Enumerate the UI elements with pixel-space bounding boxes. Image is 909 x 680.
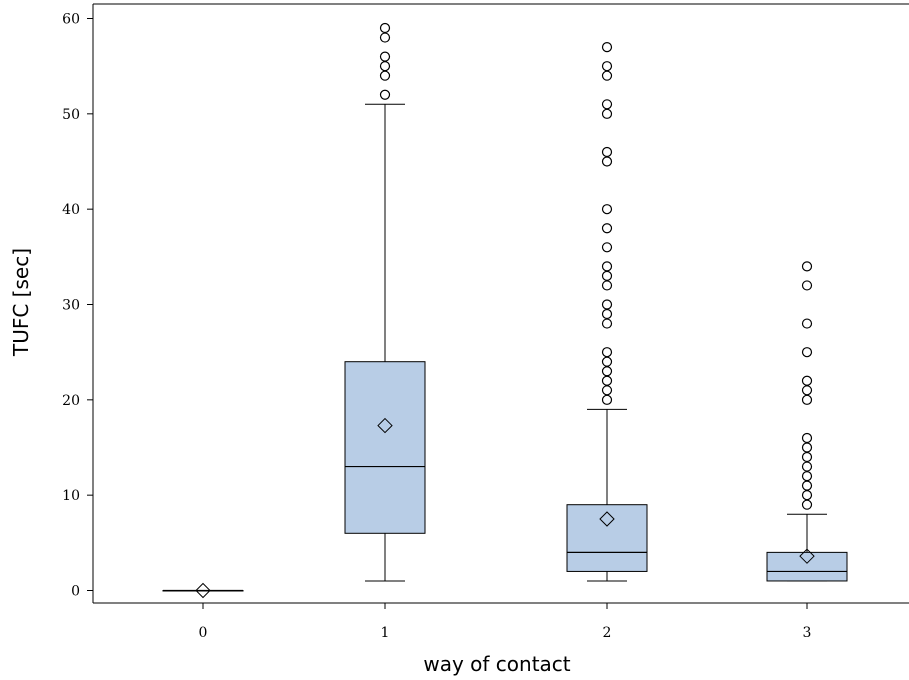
outlier-point [801, 451, 813, 463]
outlier-point [379, 51, 391, 62]
outlier-point [601, 204, 613, 215]
outlier-point [801, 461, 813, 472]
outlier-point [801, 490, 813, 501]
outlier-point [601, 156, 613, 167]
box-group [566, 41, 648, 582]
iqr-box [766, 551, 848, 582]
x-axis-ticks: 0 1 2 3 [199, 603, 812, 641]
outlier-point [379, 89, 391, 100]
box-group [162, 582, 244, 599]
outlier-point [801, 394, 813, 405]
outlier-point [601, 261, 613, 272]
y-axis-title: TUFC [sec] [9, 248, 33, 357]
outlier-point [601, 41, 613, 53]
x-tick-label: 0 [199, 625, 208, 641]
outlier-point [801, 385, 813, 396]
outlier-point [379, 61, 391, 72]
x-tick-label: 1 [381, 625, 390, 641]
outlier-point [601, 394, 613, 405]
outlier-point [601, 70, 613, 81]
outlier-point [601, 347, 613, 358]
outlier-point [601, 356, 613, 367]
outlier-point [379, 70, 391, 81]
x-tick-label: 3 [803, 625, 812, 641]
y-tick-label: 30 [62, 298, 80, 314]
outlier-point [601, 299, 613, 310]
y-tick-label: 20 [62, 393, 80, 409]
outlier-point [601, 280, 613, 291]
outlier-point [801, 280, 813, 291]
outlier-point [601, 385, 613, 396]
outlier-point [801, 375, 813, 386]
outlier-point [601, 375, 613, 386]
y-tick-label: 10 [62, 488, 80, 504]
mean-marker [377, 417, 393, 434]
iqr-box [566, 504, 648, 572]
outlier-point [801, 480, 813, 491]
outlier-point [801, 261, 813, 272]
outlier-point [801, 442, 813, 453]
outlier-point [601, 366, 613, 377]
boxes-layer [162, 22, 848, 599]
outlier-point [801, 347, 813, 358]
mean-marker [799, 548, 815, 564]
box-group [344, 22, 426, 582]
outlier-point [601, 61, 613, 72]
outlier-point [601, 308, 613, 320]
iqr-box [344, 361, 426, 534]
outlier-point [601, 242, 613, 253]
y-tick-label: 60 [62, 12, 80, 28]
outlier-point [379, 22, 391, 34]
box-group [766, 261, 848, 582]
x-axis-title: way of contact [423, 652, 570, 676]
x-tick-label: 2 [603, 625, 612, 641]
outlier-point [801, 499, 813, 510]
mean-marker [195, 582, 211, 599]
y-tick-label: 50 [62, 107, 80, 123]
outlier-point [601, 318, 613, 329]
outlier-point [379, 32, 391, 43]
outlier-point [801, 471, 813, 482]
outlier-point [601, 270, 613, 281]
y-axis-ticks: 0 10 20 30 40 50 60 [62, 12, 93, 600]
outlier-point [601, 108, 613, 119]
y-tick-label: 0 [71, 584, 80, 600]
outlier-point [801, 432, 813, 444]
outlier-point [601, 99, 613, 110]
mean-marker [599, 511, 615, 527]
y-tick-label: 40 [62, 202, 80, 218]
outlier-point [601, 223, 613, 234]
outlier-point [801, 318, 813, 329]
outlier-point [601, 146, 613, 158]
